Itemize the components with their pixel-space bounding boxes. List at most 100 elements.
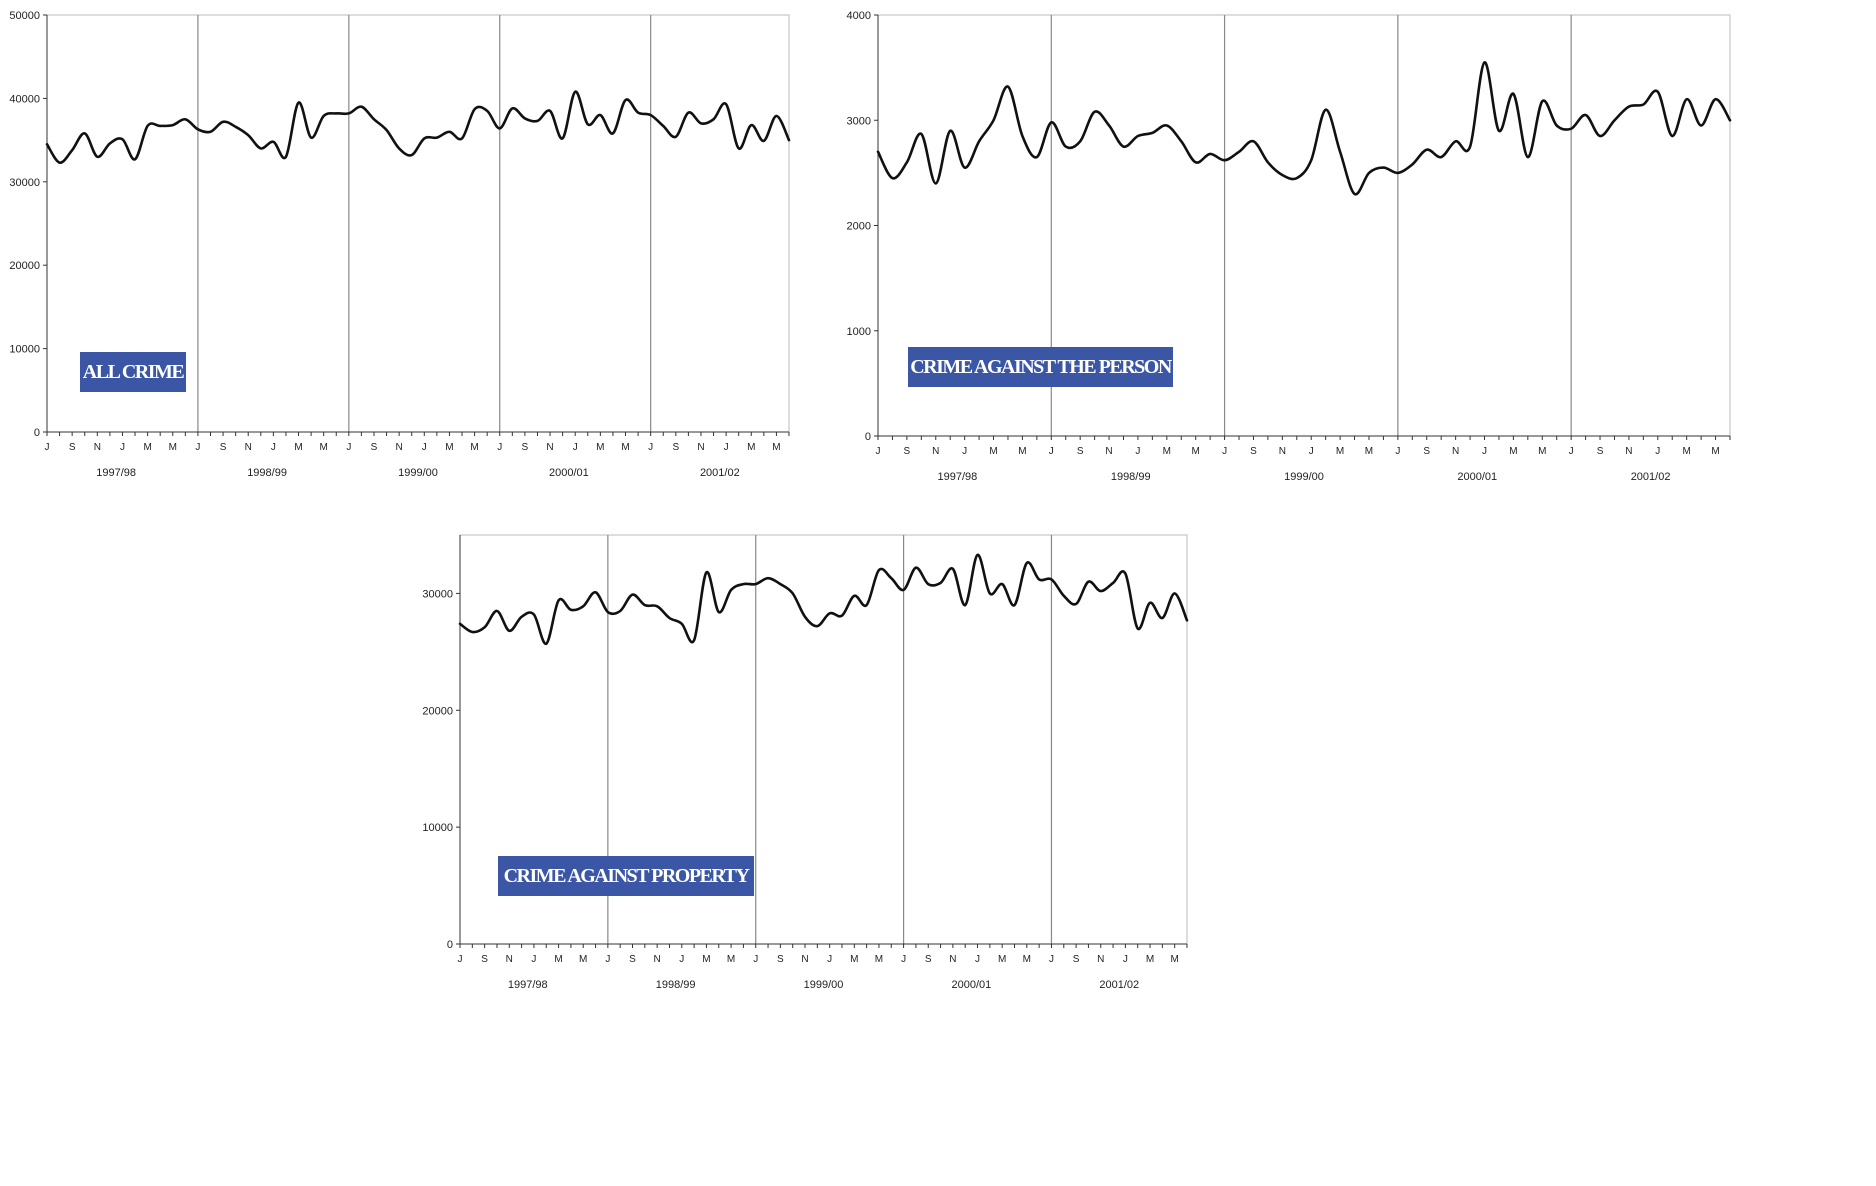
x-tick-label: M xyxy=(727,954,735,965)
year-label: 1998/99 xyxy=(247,467,287,479)
x-tick-label: M xyxy=(1711,446,1719,457)
x-tick-label: J xyxy=(1655,446,1660,457)
x-tick-label: J xyxy=(573,442,578,453)
x-tick-label: J xyxy=(679,954,684,965)
x-tick-label: M xyxy=(1365,446,1373,457)
year-label: 2000/01 xyxy=(1457,471,1497,483)
x-tick-label: J xyxy=(901,954,906,965)
chart-crime-against-person: 0 1000 2000 3000 4000 J S N J M M J S N J M M J S N J M M J S N J M… xyxy=(830,0,1876,500)
x-tick-label: S xyxy=(69,442,76,453)
x-tick-label: M xyxy=(772,442,780,453)
x-tick-label: J xyxy=(271,442,276,453)
x-tick-label: J xyxy=(458,954,463,965)
x-tick-label: S xyxy=(220,442,227,453)
year-label: 1999/00 xyxy=(1284,471,1324,483)
y-tick-label: 0 xyxy=(447,939,453,951)
x-tick-label: J xyxy=(1569,446,1574,457)
x-tick-label: S xyxy=(777,954,784,965)
chart-label-crime-against-property: CRIME AGAINST PROPERTY xyxy=(498,856,754,896)
y-tick-label: 0 xyxy=(865,431,871,443)
x-tick-label: J xyxy=(1049,954,1054,965)
x-tick-label: J xyxy=(724,442,729,453)
year-label: 2001/02 xyxy=(1631,471,1671,483)
y-tick-label: 0 xyxy=(34,427,40,439)
x-tick-label: J xyxy=(531,954,536,965)
chart-crime-against-property: 0 10000 20000 30000 J S N J M M J S N J M M J S N J M M J S N J M M… xyxy=(410,520,1210,1000)
y-tick-label: 3000 xyxy=(847,115,871,127)
x-tick-label: M xyxy=(1163,446,1171,457)
x-tick-label: M xyxy=(747,442,755,453)
y-tick-label: 50000 xyxy=(9,10,40,22)
chart-label-crime-against-person: CRIME AGAINST THE PERSON xyxy=(908,347,1173,387)
chart-svg-crime-against-person: 0 1000 2000 3000 4000 J S N J M M J S N J M M J S N J M M J S N J M… xyxy=(847,10,1732,483)
x-tick-label: M xyxy=(621,442,629,453)
x-tick-label: J xyxy=(1222,446,1227,457)
x-tick-label: M xyxy=(875,954,883,965)
x-tick-label: J xyxy=(45,442,50,453)
year-label: 1998/99 xyxy=(1111,471,1151,483)
x-tick-label: N xyxy=(396,442,403,453)
y-tick-label: 2000 xyxy=(847,221,871,233)
x-tick-label: N xyxy=(654,954,661,965)
x-tick-label: M xyxy=(169,442,177,453)
x-tick-label: M xyxy=(1192,446,1200,457)
year-label: 2001/02 xyxy=(1099,979,1139,991)
x-tick-label: J xyxy=(1309,446,1314,457)
x-tick-label: S xyxy=(672,442,679,453)
x-tick-label: M xyxy=(702,954,710,965)
x-tick-label: S xyxy=(904,446,911,457)
y-tick-label: 30000 xyxy=(9,177,40,189)
year-label: 1999/00 xyxy=(398,467,438,479)
x-tick-label: M xyxy=(579,954,587,965)
x-tick-label: J xyxy=(605,954,610,965)
x-tick-label: N xyxy=(94,442,101,453)
x-tick-label: M xyxy=(850,954,858,965)
x-tick-label: M xyxy=(1509,446,1517,457)
x-tick-label: J xyxy=(962,446,967,457)
x-tick-label: M xyxy=(1336,446,1344,457)
x-tick-label: J xyxy=(422,442,427,453)
x-tick-label: J xyxy=(1482,446,1487,457)
x-tick-label: N xyxy=(949,954,956,965)
x-tick-label: S xyxy=(481,954,488,965)
x-tick-label: S xyxy=(1597,446,1604,457)
x-tick-label: M xyxy=(989,446,997,457)
x-tick-label: N xyxy=(245,442,252,453)
chart-svg-all-crime: 0 10000 20000 30000 40000 50000 J S N J M M J S N J M M J S… xyxy=(9,10,791,479)
x-tick-label: N xyxy=(506,954,513,965)
y-tick-label: 10000 xyxy=(422,822,453,834)
x-tick-label: J xyxy=(648,442,653,453)
year-label: 2000/01 xyxy=(951,979,991,991)
y-tick-label: 40000 xyxy=(9,93,40,105)
x-tick-label: N xyxy=(932,446,939,457)
x-tick-label: N xyxy=(801,954,808,965)
x-tick-label: M xyxy=(143,442,151,453)
x-tick-label: J xyxy=(1049,446,1054,457)
x-tick-label: M xyxy=(1146,954,1154,965)
x-tick-label: M xyxy=(554,954,562,965)
x-tick-label: M xyxy=(1538,446,1546,457)
x-tick-label: M xyxy=(320,442,328,453)
x-tick-label: S xyxy=(522,442,529,453)
x-tick-label: S xyxy=(1073,954,1080,965)
x-tick-label: S xyxy=(629,954,636,965)
x-tick-label: M xyxy=(1018,446,1026,457)
year-label: 2001/02 xyxy=(700,467,740,479)
x-tick-label: J xyxy=(827,954,832,965)
x-tick-label: N xyxy=(1279,446,1286,457)
x-tick-label: J xyxy=(346,442,351,453)
x-tick-label: J xyxy=(1135,446,1140,457)
x-tick-label: M xyxy=(1683,446,1691,457)
x-tick-label: M xyxy=(470,442,478,453)
x-tick-label: J xyxy=(975,954,980,965)
x-tick-label: J xyxy=(876,446,881,457)
x-tick-label: J xyxy=(497,442,502,453)
y-tick-label: 4000 xyxy=(847,10,871,22)
x-tick-label: J xyxy=(753,954,758,965)
y-tick-label: 20000 xyxy=(9,260,40,272)
year-label: 1997/98 xyxy=(938,471,978,483)
series-line-all-crime xyxy=(45,90,791,164)
x-tick-label: S xyxy=(371,442,378,453)
x-tick-label: N xyxy=(1105,446,1112,457)
x-tick-label: J xyxy=(195,442,200,453)
